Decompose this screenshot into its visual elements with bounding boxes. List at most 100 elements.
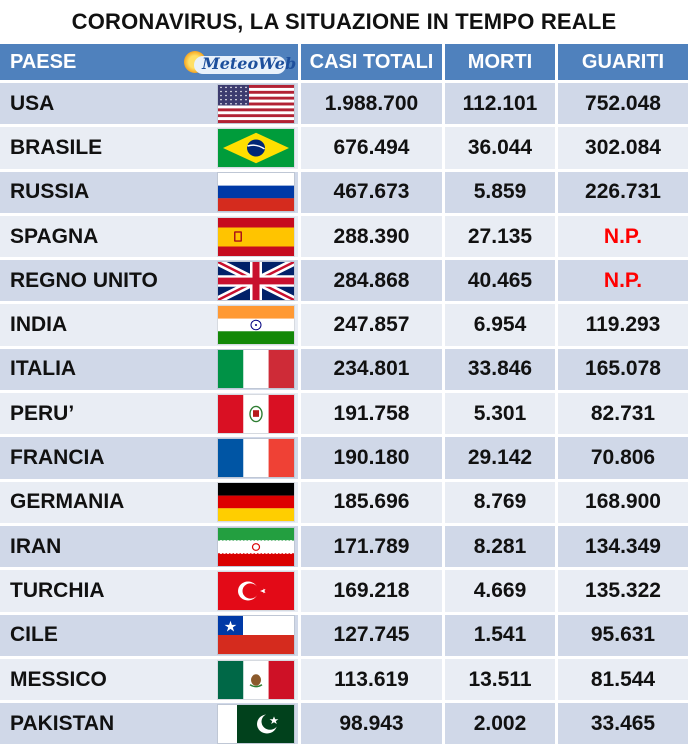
country-cell: RUSSIA: [0, 171, 301, 216]
table-row: USA 1.988.700 112.101 752.048: [0, 83, 688, 128]
country-cell: MESSICO: [0, 658, 301, 704]
country-cell: REGNO UNITO: [0, 260, 301, 305]
deaths-cell: 8.769: [445, 481, 558, 526]
header-country: PAESE MeteoWeb: [0, 44, 301, 83]
deaths-cell: 5.301: [445, 393, 558, 438]
country-name: SPAGNA: [10, 224, 99, 248]
country-cell: PERU’: [0, 393, 301, 438]
covid-table: PAESE MeteoWeb CASI TOTALI MORTI GUARITI…: [0, 44, 688, 748]
header-total-cases: CASI TOTALI: [301, 44, 445, 83]
recovered-cell: 134.349: [558, 525, 688, 571]
deaths-cell: 4.669: [445, 570, 558, 615]
country-name: CILE: [10, 623, 58, 647]
table-row: FRANCIA 190.180 29.142 70.806: [0, 437, 688, 482]
uk-flag-icon: [218, 261, 294, 300]
country-cell: PAKISTAN: [0, 703, 301, 748]
recovered-cell: 119.293: [558, 304, 688, 349]
deaths-cell: 6.954: [445, 304, 558, 349]
deaths-cell: 13.511: [445, 658, 558, 704]
table-row: REGNO UNITO 284.868 40.465 N.P.: [0, 260, 688, 305]
table-row: INDIA 247.857 6.954 119.293: [0, 304, 688, 349]
table-row: PAKISTAN 98.943 2.002 33.465: [0, 703, 688, 748]
recovered-cell: 168.900: [558, 481, 688, 526]
recovered-cell: 95.631: [558, 614, 688, 659]
total-cases-cell: 1.988.700: [301, 83, 445, 128]
total-cases-cell: 185.696: [301, 481, 445, 526]
table-row: BRASILE 676.494 36.044 302.084: [0, 127, 688, 172]
table-row: SPAGNA 288.390 27.135 N.P.: [0, 215, 688, 261]
russia-flag-icon: [218, 173, 294, 212]
country-name: FRANCIA: [10, 446, 105, 470]
recovered-cell: 81.544: [558, 658, 688, 704]
total-cases-cell: 127.745: [301, 614, 445, 659]
country-name: REGNO UNITO: [10, 268, 158, 292]
recovered-cell: 165.078: [558, 348, 688, 394]
country-name: INDIA: [10, 313, 68, 337]
deaths-cell: 33.846: [445, 348, 558, 394]
country-name: GERMANIA: [10, 490, 125, 514]
country-cell: INDIA: [0, 304, 301, 349]
turkey-flag-icon: [218, 571, 294, 610]
deaths-cell: 5.859: [445, 171, 558, 216]
total-cases-cell: 676.494: [301, 127, 445, 172]
total-cases-cell: 191.758: [301, 393, 445, 438]
country-name: RUSSIA: [10, 180, 90, 204]
total-cases-cell: 169.218: [301, 570, 445, 615]
france-flag-icon: [218, 439, 294, 478]
country-cell: CILE: [0, 614, 301, 659]
country-name: IRAN: [10, 534, 62, 558]
table-header-row: PAESE MeteoWeb CASI TOTALI MORTI GUARITI: [0, 44, 688, 83]
recovered-cell: 33.465: [558, 703, 688, 748]
header-deaths: MORTI: [445, 44, 558, 83]
cloud-icon: [194, 56, 286, 74]
page-title: CORONAVIRUS, LA SITUAZIONE IN TEMPO REAL…: [71, 9, 617, 34]
deaths-cell: 40.465: [445, 260, 558, 305]
table-row: RUSSIA 467.673 5.859 226.731: [0, 171, 688, 216]
table-row: ITALIA 234.801 33.846 165.078: [0, 348, 688, 394]
recovered-cell: N.P.: [558, 260, 688, 305]
country-cell: USA: [0, 83, 301, 128]
chile-flag-icon: [218, 616, 294, 655]
deaths-cell: 2.002: [445, 703, 558, 748]
total-cases-cell: 288.390: [301, 215, 445, 261]
country-name: ITALIA: [10, 357, 77, 381]
country-name: USA: [10, 91, 55, 115]
spain-flag-icon: [218, 217, 294, 256]
recovered-cell: N.P.: [558, 215, 688, 261]
total-cases-cell: 247.857: [301, 304, 445, 349]
country-name: MESSICO: [10, 667, 107, 691]
recovered-cell: 752.048: [558, 83, 688, 128]
table-row: PERU’ 191.758 5.301 82.731: [0, 393, 688, 438]
total-cases-cell: 98.943: [301, 703, 445, 748]
country-name: PERU’: [10, 401, 75, 425]
mexico-flag-icon: [218, 660, 294, 699]
table-row: GERMANIA 185.696 8.769 168.900: [0, 481, 688, 526]
usa-flag-icon: [218, 84, 294, 123]
total-cases-cell: 113.619: [301, 658, 445, 704]
recovered-cell: 302.084: [558, 127, 688, 172]
brazil-flag-icon: [218, 128, 294, 167]
recovered-cell: 82.731: [558, 393, 688, 438]
deaths-cell: 27.135: [445, 215, 558, 261]
logo-text: MeteoWeb: [202, 54, 297, 73]
country-name: TURCHIA: [10, 578, 105, 602]
table-row: IRAN 171.789 8.281 134.349: [0, 525, 688, 571]
country-name: BRASILE: [10, 135, 103, 159]
country-cell: FRANCIA: [0, 437, 301, 482]
recovered-cell: 226.731: [558, 171, 688, 216]
peru-flag-icon: [218, 394, 294, 433]
total-cases-cell: 284.868: [301, 260, 445, 305]
country-cell: SPAGNA: [0, 215, 301, 261]
table-row: MESSICO 113.619 13.511 81.544: [0, 658, 688, 704]
country-name: PAKISTAN: [10, 711, 115, 735]
deaths-cell: 112.101: [445, 83, 558, 128]
recovered-cell: 135.322: [558, 570, 688, 615]
deaths-cell: 1.541: [445, 614, 558, 659]
india-flag-icon: [218, 306, 294, 345]
total-cases-cell: 190.180: [301, 437, 445, 482]
deaths-cell: 29.142: [445, 437, 558, 482]
header-country-label: PAESE: [10, 50, 77, 73]
deaths-cell: 8.281: [445, 525, 558, 571]
italy-flag-icon: [218, 350, 294, 389]
header-recovered: GUARITI: [558, 44, 688, 83]
